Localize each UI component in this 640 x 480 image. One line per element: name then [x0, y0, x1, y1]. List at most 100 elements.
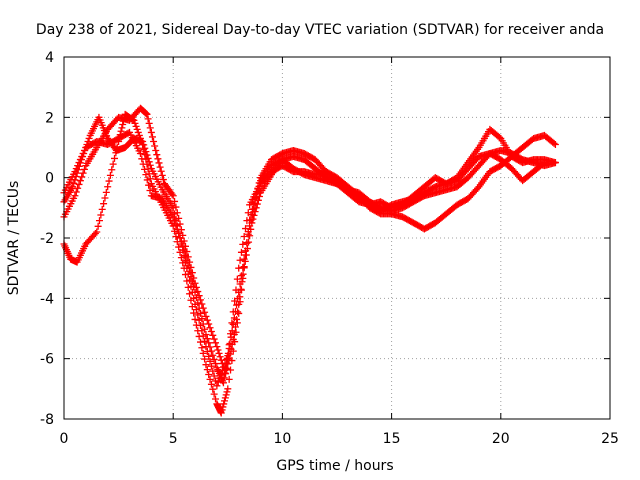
y-tick-label: 4: [45, 50, 54, 66]
data-point: [173, 238, 181, 246]
data-point: [76, 159, 84, 167]
y-tick-label: -4: [40, 291, 54, 307]
data-point: [195, 292, 203, 300]
plot-frame: [63, 56, 611, 420]
data-point: [191, 315, 199, 323]
y-tick-label: 2: [45, 110, 54, 126]
data-point: [254, 196, 262, 204]
data-point: [198, 327, 206, 335]
data-point: [156, 163, 164, 171]
data-point: [179, 246, 187, 254]
data-point: [173, 222, 181, 230]
data-point: [213, 382, 221, 390]
data-point: [540, 159, 548, 167]
data-point: [148, 133, 156, 141]
data-point: [224, 352, 232, 360]
data-point: [109, 160, 117, 168]
data-point: [209, 351, 217, 359]
data-point: [143, 110, 151, 118]
data-point: [192, 283, 200, 291]
data-point: [188, 288, 196, 296]
data-point: [251, 208, 259, 216]
data-point: [117, 127, 125, 135]
data-point: [143, 176, 151, 184]
data-point: [158, 171, 166, 179]
data-point: [144, 154, 152, 162]
data-point: [223, 388, 231, 396]
data-point: [241, 257, 249, 265]
data-point: [75, 162, 83, 170]
data-point: [225, 341, 233, 349]
data-point: [72, 173, 80, 181]
data-point: [225, 375, 233, 383]
data-point: [212, 360, 220, 368]
data-point: [177, 240, 185, 248]
data-point: [202, 343, 210, 351]
data-point: [237, 285, 245, 293]
data-point: [207, 362, 215, 370]
data-point: [181, 242, 189, 250]
data-point: [169, 192, 177, 200]
data-point: [230, 331, 238, 339]
y-tick-label: -2: [40, 231, 54, 247]
data-point: [81, 147, 89, 155]
series-track-4: [60, 113, 548, 390]
data-point: [203, 366, 211, 374]
data-point: [227, 345, 235, 353]
data-point: [146, 161, 154, 169]
data-point: [205, 320, 213, 328]
data-point: [197, 321, 204, 329]
data-point: [151, 142, 159, 150]
data-point: [175, 228, 183, 236]
data-point: [191, 300, 199, 308]
data-point: [218, 367, 226, 375]
data-point: [140, 141, 148, 149]
data-point: [102, 188, 110, 196]
data-point: [71, 192, 79, 200]
data-point: [194, 311, 202, 319]
data-point: [80, 150, 88, 158]
data-point: [220, 363, 228, 371]
data-point: [71, 176, 79, 184]
data-point: [104, 183, 112, 191]
data-point: [101, 194, 109, 202]
data-point: [118, 124, 126, 132]
x-tick-label: 15: [383, 431, 401, 447]
data-point: [245, 238, 253, 246]
data-point: [222, 370, 230, 378]
data-point: [242, 251, 250, 259]
data-point: [228, 319, 236, 327]
y-tick-label: -8: [40, 412, 54, 428]
data-point: [190, 294, 198, 302]
x-axis-label: GPS time / hours: [276, 458, 393, 474]
data-point: [183, 248, 191, 256]
data-point: [198, 344, 206, 352]
data-point: [248, 219, 256, 227]
data-point: [197, 296, 204, 304]
data-point: [239, 240, 247, 248]
x-tick-label: 25: [601, 431, 619, 447]
data-point: [210, 372, 218, 380]
data-point: [131, 119, 139, 127]
data-point: [74, 184, 82, 192]
data-point: [210, 355, 218, 363]
data-point: [216, 353, 224, 361]
x-tick-label: 5: [169, 431, 178, 447]
data-point: [141, 109, 149, 117]
data-point: [168, 190, 176, 198]
data-point: [94, 222, 102, 230]
data-point: [233, 315, 241, 323]
data-point: [108, 166, 116, 174]
data-point: [252, 204, 260, 212]
chart-title: Day 238 of 2021, Sidereal Day-to-day VTE…: [36, 22, 604, 38]
data-point: [153, 151, 161, 159]
data-point: [206, 357, 214, 365]
data-point: [184, 270, 192, 278]
data-point: [188, 269, 196, 277]
data-point: [111, 154, 119, 162]
data-point: [106, 171, 114, 179]
data-point: [197, 338, 204, 346]
data-point: [249, 215, 257, 223]
data-point: [115, 134, 123, 142]
data-point: [146, 186, 154, 194]
